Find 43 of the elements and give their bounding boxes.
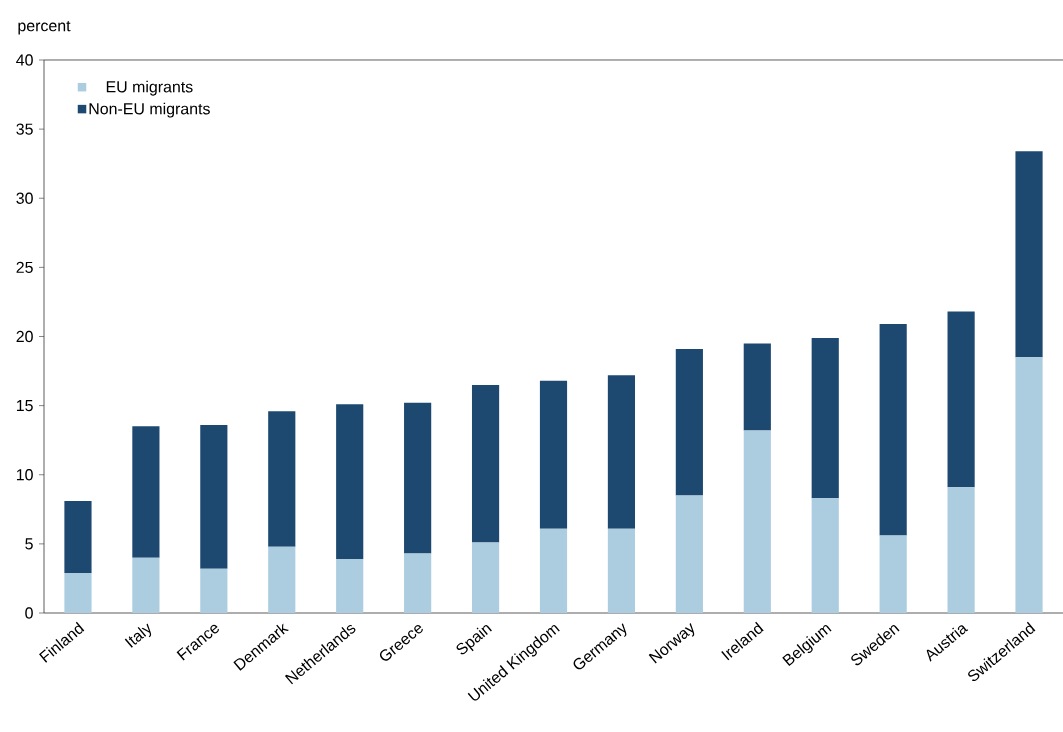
bar — [132, 426, 160, 558]
bar — [743, 343, 771, 431]
legend-label: Non-EU migrants — [89, 102, 210, 118]
bar — [404, 553, 432, 613]
bar — [132, 557, 160, 613]
y-tick-label: 40 — [16, 54, 33, 66]
y-tick-label: 35 — [16, 123, 33, 135]
bar — [607, 528, 636, 613]
bar — [1015, 151, 1043, 358]
legend-label: EU migrants — [106, 80, 193, 96]
y-axis-title: percent — [18, 20, 71, 35]
bar — [879, 324, 907, 536]
y-tick-label: 15 — [16, 400, 33, 412]
bar — [471, 542, 500, 613]
bar — [471, 384, 500, 543]
bar — [947, 487, 975, 613]
y-tick-label: 5 — [25, 538, 33, 550]
bar — [268, 546, 296, 613]
y-tick-label: 10 — [16, 469, 33, 481]
y-tick-label: 0 — [25, 607, 33, 619]
bar — [675, 348, 703, 496]
bar — [64, 572, 92, 613]
bar — [947, 311, 975, 488]
y-tick-label: 30 — [16, 192, 33, 204]
bar — [268, 411, 296, 547]
y-tick-label: 25 — [16, 261, 33, 274]
bar — [1015, 357, 1043, 613]
bar — [539, 528, 568, 613]
bar — [607, 375, 636, 529]
bar — [811, 498, 839, 613]
bar — [539, 380, 568, 529]
y-tick-label: 20 — [16, 330, 33, 343]
bar — [200, 424, 228, 569]
bar — [811, 337, 839, 499]
bar — [743, 430, 771, 613]
bar — [336, 404, 364, 560]
bar — [336, 559, 364, 613]
bar — [404, 402, 432, 554]
bar — [675, 495, 703, 613]
bar — [879, 535, 907, 613]
x-tick-label: Italy — [124, 623, 152, 648]
bar — [64, 501, 92, 573]
bar — [200, 568, 228, 613]
